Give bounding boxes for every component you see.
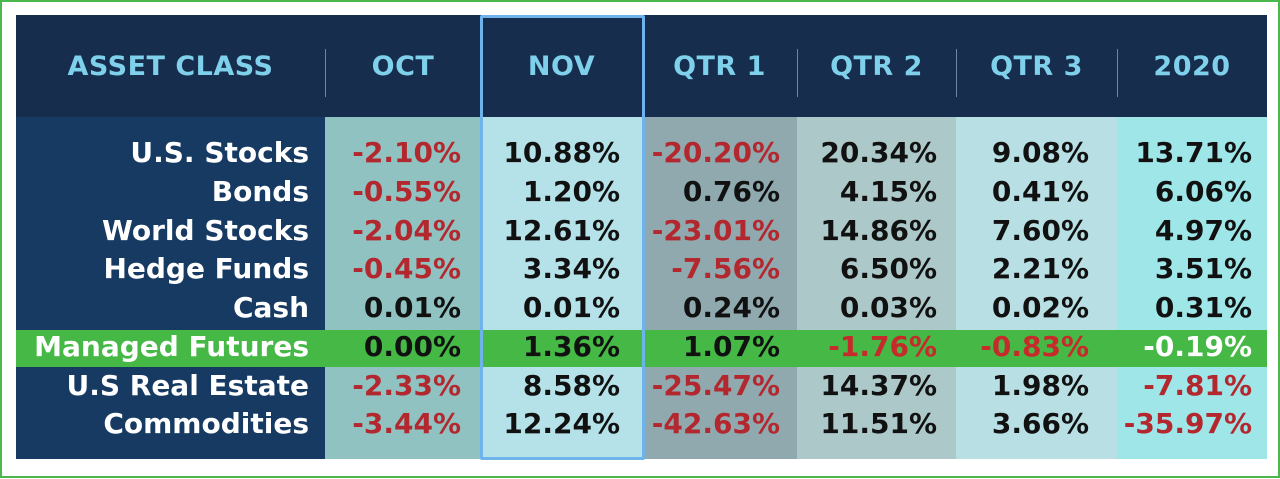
table-row: Commodities -3.44% 12.24% -42.63% 11.51% 3.66… [16, 404, 1267, 443]
cell-hedge-funds-qtr-2: 6.50% [839, 252, 937, 285]
cell-commodities-qtr-2: 11.51% [820, 407, 937, 440]
cell-managed-futures-2020: -0.19% [1143, 330, 1252, 363]
cell-hedge-funds-qtr-1: -7.56% [671, 252, 780, 285]
cell-u-s-real-estate-nov: 8.58% [522, 369, 620, 402]
cell-u-s-real-estate-qtr-1: -25.47% [651, 369, 780, 402]
cell-cash-qtr-3: 0.02% [991, 291, 1089, 324]
header-divider [797, 49, 798, 97]
header-oct[interactable]: OCT [371, 50, 435, 82]
year-column-bg [1117, 117, 1267, 459]
cell-u-s-stocks-nov: 10.88% [503, 136, 620, 169]
cell-hedge-funds-oct: -0.45% [352, 252, 461, 285]
cell-bonds-qtr-1: 0.76% [682, 175, 780, 208]
cell-world-stocks-qtr-2: 14.86% [820, 214, 937, 247]
cell-u-s-real-estate-qtr-3: 1.98% [991, 369, 1089, 402]
qtr3-column-bg [956, 117, 1117, 459]
cell-bonds-qtr-2: 4.15% [839, 175, 937, 208]
nov-column-bg [481, 117, 642, 459]
cell-commodities-2020: -35.97% [1123, 407, 1252, 440]
row-label-hedge-funds: Hedge Funds [103, 252, 309, 285]
table-row: Bonds -0.55% 1.20% 0.76% 4.15% 0.41% 6.06% [16, 172, 1267, 211]
row-label-managed-futures: Managed Futures [34, 330, 309, 363]
cell-commodities-oct: -3.44% [352, 407, 461, 440]
row-label-u-s-stocks: U.S. Stocks [130, 136, 309, 169]
cell-bonds-qtr-3: 0.41% [991, 175, 1089, 208]
cell-u-s-real-estate-oct: -2.33% [352, 369, 461, 402]
table-row: U.S. Stocks -2.10% 10.88% -20.20% 20.34% 9.08… [16, 133, 1267, 172]
cell-managed-futures-nov: 1.36% [522, 330, 620, 363]
returns-table: ASSET CLASS OCT NOV QTR 1 QTR 2 QTR 3 20… [16, 15, 1267, 460]
cell-commodities-qtr-1: -42.63% [651, 407, 780, 440]
cell-u-s-stocks-qtr-3: 9.08% [991, 136, 1089, 169]
label-column-bg [16, 117, 325, 459]
cell-managed-futures-oct: 0.00% [363, 330, 461, 363]
table-row: Hedge Funds -0.45% 3.34% -7.56% 6.50% 2.21% 3.… [16, 249, 1267, 288]
cell-hedge-funds-qtr-3: 2.21% [991, 252, 1089, 285]
cell-u-s-real-estate-2020: -7.81% [1143, 369, 1252, 402]
cell-bonds-oct: -0.55% [352, 175, 461, 208]
cell-world-stocks-qtr-3: 7.60% [991, 214, 1089, 247]
cell-managed-futures-qtr-2: -1.76% [828, 330, 937, 363]
header-asset-class: ASSET CLASS [67, 50, 274, 82]
cell-world-stocks-2020: 4.97% [1154, 214, 1252, 247]
cell-world-stocks-oct: -2.04% [352, 214, 461, 247]
table-header: ASSET CLASS OCT NOV QTR 1 QTR 2 QTR 3 20… [16, 15, 1267, 117]
oct-column-bg [325, 117, 481, 459]
selected-column-outline [480, 15, 645, 460]
row-label-world-stocks: World Stocks [102, 214, 309, 247]
header-divider [1117, 49, 1118, 97]
cell-u-s-real-estate-qtr-2: 14.37% [820, 369, 937, 402]
cell-world-stocks-qtr-1: -23.01% [651, 214, 780, 247]
cell-cash-oct: 0.01% [363, 291, 461, 324]
cell-world-stocks-nov: 12.61% [503, 214, 620, 247]
header-qtr3[interactable]: QTR 3 [990, 50, 1083, 82]
cell-u-s-stocks-oct: -2.10% [352, 136, 461, 169]
row-label-cash: Cash [232, 291, 309, 324]
header-2020[interactable]: 2020 [1153, 50, 1231, 82]
row-label-bonds: Bonds [211, 175, 309, 208]
cell-bonds-nov: 1.20% [522, 175, 620, 208]
header-nov[interactable]: NOV [527, 50, 596, 82]
row-label-commodities: Commodities [103, 407, 309, 440]
cell-cash-nov: 0.01% [522, 291, 620, 324]
header-qtr2[interactable]: QTR 2 [830, 50, 923, 82]
cell-bonds-2020: 6.06% [1154, 175, 1252, 208]
cell-u-s-stocks-2020: 13.71% [1135, 136, 1252, 169]
cell-hedge-funds-nov: 3.34% [522, 252, 620, 285]
table-row: U.S Real Estate -2.33% 8.58% -25.47% 14.37% 1… [16, 366, 1267, 405]
cell-u-s-stocks-qtr-2: 20.34% [820, 136, 937, 169]
table-row: World Stocks -2.04% 12.61% -23.01% 14.86% 7.6… [16, 211, 1267, 250]
cell-managed-futures-qtr-1: 1.07% [682, 330, 780, 363]
cell-commodities-qtr-3: 3.66% [991, 407, 1089, 440]
cell-managed-futures-qtr-3: -0.83% [980, 330, 1089, 363]
qtr1-column-bg [642, 117, 797, 459]
table-row: Cash 0.01% 0.01% 0.24% 0.03% 0.02% 0.31% [16, 288, 1267, 327]
cell-commodities-nov: 12.24% [503, 407, 620, 440]
cell-cash-2020: 0.31% [1154, 291, 1252, 324]
table-row: Managed Futures 0.00% 1.36% 1.07% -1.76% -0.8… [16, 327, 1267, 366]
cell-cash-qtr-2: 0.03% [839, 291, 937, 324]
header-divider [956, 49, 957, 97]
highlight-row-band [16, 330, 1267, 367]
cell-u-s-stocks-qtr-1: -20.20% [651, 136, 780, 169]
row-label-u-s-real-estate: U.S Real Estate [66, 369, 309, 402]
cell-cash-qtr-1: 0.24% [682, 291, 780, 324]
header-qtr1[interactable]: QTR 1 [673, 50, 766, 82]
header-divider [325, 49, 326, 97]
cell-hedge-funds-2020: 3.51% [1154, 252, 1252, 285]
qtr2-column-bg [797, 117, 956, 459]
